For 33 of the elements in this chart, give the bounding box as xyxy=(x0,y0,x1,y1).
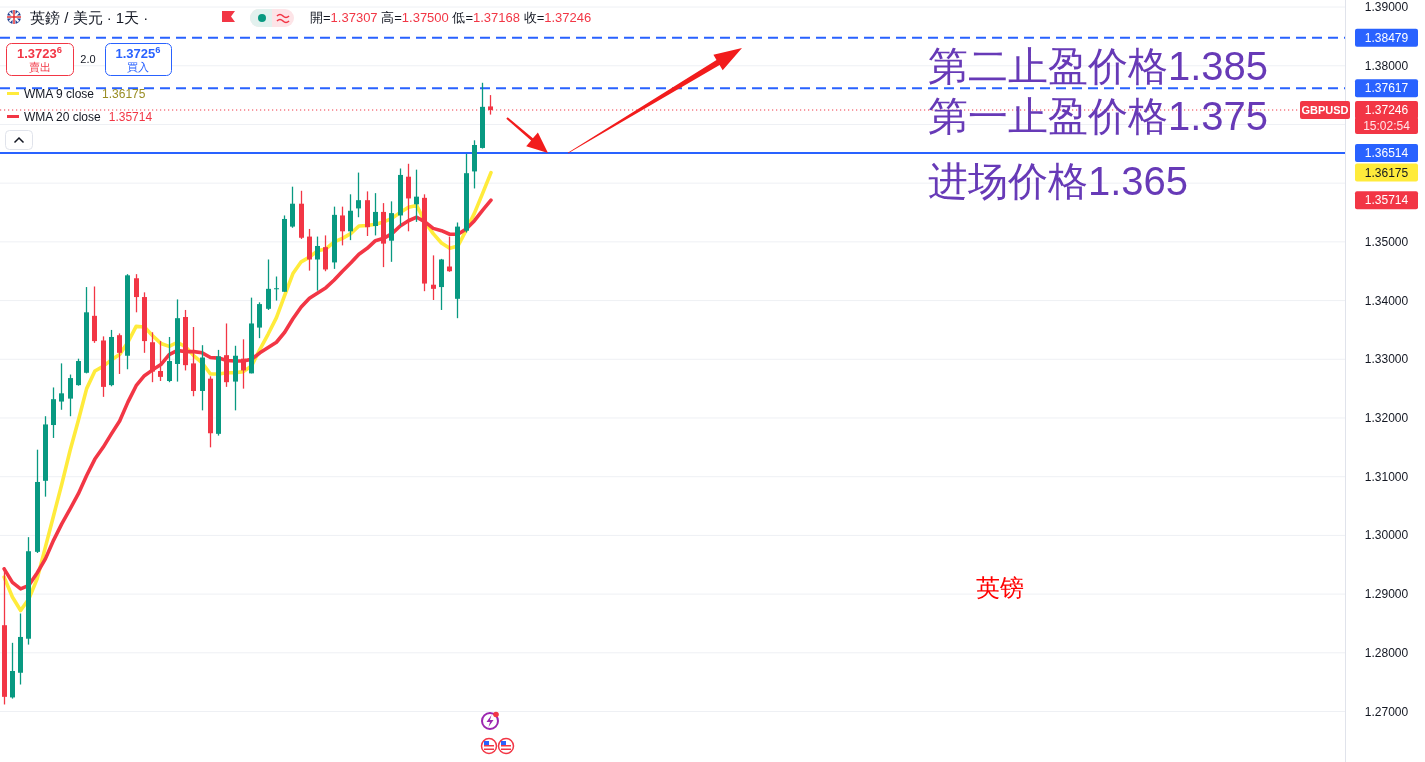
y-tick-label: 1.33000 xyxy=(1364,352,1409,367)
legend-label: WMA 9 close xyxy=(24,87,95,101)
annotation: 进场价格1.365 xyxy=(928,158,1189,203)
ref-line-label: 1.38479 xyxy=(1364,30,1409,45)
annotation: 英镑 xyxy=(976,574,1024,602)
y-tick-label: 1.29000 xyxy=(1364,587,1409,602)
y-tick-label: 1.34000 xyxy=(1364,293,1409,308)
annotation: 2.0 xyxy=(80,53,96,65)
y-tick-label: 1.38000 xyxy=(1364,58,1409,73)
annotation: 第二止盈价格1.385 xyxy=(928,43,1269,88)
ref-line-label: 1.37246 xyxy=(1364,103,1409,118)
y-tick-label: 1.31000 xyxy=(1364,469,1409,484)
y-tick-label: 1.30000 xyxy=(1364,528,1409,543)
ref-line-label: 1.36514 xyxy=(1364,145,1409,160)
ref-line-label: 1.37617 xyxy=(1364,81,1409,96)
annotation: 賣出 xyxy=(28,61,51,73)
y-tick-label: 1.35000 xyxy=(1364,234,1409,249)
text: 1.35714 xyxy=(1364,193,1409,208)
annotation: 1.36175 xyxy=(102,87,146,101)
y-tick-label: 1.28000 xyxy=(1364,645,1409,660)
text: 1.36175 xyxy=(1364,165,1409,180)
text: 開=1.37307 高=1.37500 低=1.37168 收=1.37246 xyxy=(310,10,592,25)
y-tick-label: 1.32000 xyxy=(1364,410,1409,425)
annotation: 1.3725$^{6}$ xyxy=(115,45,161,61)
y-tick-label: 1.39000 xyxy=(1364,0,1409,15)
annotation: 1.35714 xyxy=(108,110,153,124)
text: 英鎊 / 美元 · 1天 · xyxy=(30,9,149,26)
legend-label: WMA 20 close xyxy=(24,110,102,124)
annotation: 1.3723$^{6}$ xyxy=(17,45,62,61)
annotation: 第一止盈价格1.375 xyxy=(928,94,1269,139)
text: 15:02:54 xyxy=(1363,119,1411,134)
annotation: 買入 xyxy=(127,61,149,73)
y-tick-label: 1.27000 xyxy=(1364,704,1409,719)
